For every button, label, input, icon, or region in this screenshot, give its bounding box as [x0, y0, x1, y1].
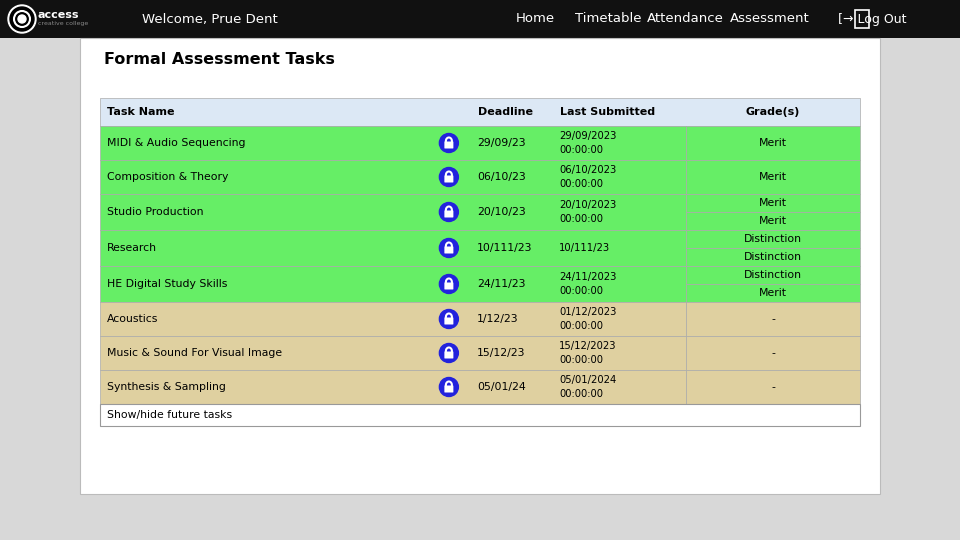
Text: -: -	[771, 382, 775, 392]
FancyBboxPatch shape	[444, 246, 453, 253]
Text: Merit: Merit	[759, 198, 787, 208]
Text: Task Name: Task Name	[107, 107, 175, 117]
Circle shape	[440, 377, 458, 396]
Text: Merit: Merit	[759, 138, 787, 148]
Text: Show/hide future tasks: Show/hide future tasks	[107, 410, 232, 420]
Text: Distinction: Distinction	[744, 252, 802, 262]
Text: 24/11/23: 24/11/23	[477, 279, 525, 289]
FancyBboxPatch shape	[444, 141, 453, 149]
Text: Merit: Merit	[759, 172, 787, 182]
Text: [→ Log Out: [→ Log Out	[838, 12, 906, 25]
Circle shape	[440, 133, 458, 152]
Text: Composition & Theory: Composition & Theory	[107, 172, 228, 182]
Text: Timetable: Timetable	[575, 12, 641, 25]
Circle shape	[440, 239, 458, 258]
Text: 06/10/23: 06/10/23	[477, 172, 526, 182]
Text: Merit: Merit	[759, 216, 787, 226]
Text: Distinction: Distinction	[744, 270, 802, 280]
Text: access: access	[38, 10, 80, 20]
Text: Assessment: Assessment	[731, 12, 810, 25]
FancyBboxPatch shape	[100, 336, 686, 370]
Text: Distinction: Distinction	[744, 234, 802, 244]
FancyBboxPatch shape	[100, 302, 686, 336]
FancyBboxPatch shape	[100, 370, 686, 404]
Text: Research: Research	[107, 243, 157, 253]
Circle shape	[440, 309, 458, 328]
Text: 10/111/23: 10/111/23	[477, 243, 533, 253]
FancyBboxPatch shape	[444, 282, 453, 289]
FancyBboxPatch shape	[100, 98, 860, 126]
Text: Last Submitted: Last Submitted	[560, 107, 655, 117]
Circle shape	[440, 167, 458, 186]
FancyBboxPatch shape	[686, 212, 860, 230]
Text: -: -	[771, 314, 775, 324]
FancyBboxPatch shape	[80, 38, 880, 494]
Circle shape	[440, 202, 458, 221]
Text: Home: Home	[516, 12, 555, 25]
Text: 29/09/2023
00:00:00: 29/09/2023 00:00:00	[559, 131, 616, 154]
Text: 06/10/2023
00:00:00: 06/10/2023 00:00:00	[559, 165, 616, 188]
Text: Merit: Merit	[759, 288, 787, 298]
Circle shape	[440, 274, 458, 294]
FancyBboxPatch shape	[686, 302, 860, 336]
FancyBboxPatch shape	[686, 284, 860, 302]
FancyBboxPatch shape	[100, 230, 686, 266]
Text: 1/12/23: 1/12/23	[477, 314, 518, 324]
Circle shape	[8, 5, 36, 33]
FancyBboxPatch shape	[686, 126, 860, 160]
FancyBboxPatch shape	[100, 266, 686, 302]
Text: Studio Production: Studio Production	[107, 207, 204, 217]
FancyBboxPatch shape	[100, 126, 686, 160]
Text: 15/12/23: 15/12/23	[477, 348, 525, 358]
Text: Attendance: Attendance	[647, 12, 724, 25]
Circle shape	[440, 343, 458, 362]
Text: MIDI & Audio Sequencing: MIDI & Audio Sequencing	[107, 138, 246, 148]
FancyBboxPatch shape	[686, 194, 860, 212]
FancyBboxPatch shape	[686, 336, 860, 370]
Text: HE Digital Study Skills: HE Digital Study Skills	[107, 279, 228, 289]
FancyBboxPatch shape	[686, 248, 860, 266]
Text: -: -	[771, 348, 775, 358]
Text: 01/12/2023
00:00:00: 01/12/2023 00:00:00	[559, 307, 616, 330]
FancyBboxPatch shape	[444, 386, 453, 393]
Text: Formal Assessment Tasks: Formal Assessment Tasks	[104, 52, 335, 68]
Text: 20/10/2023
00:00:00: 20/10/2023 00:00:00	[559, 200, 616, 224]
FancyBboxPatch shape	[100, 404, 860, 426]
FancyBboxPatch shape	[444, 211, 453, 218]
FancyBboxPatch shape	[686, 230, 860, 248]
Text: 24/11/2023
00:00:00: 24/11/2023 00:00:00	[559, 272, 616, 295]
Text: 29/09/23: 29/09/23	[477, 138, 525, 148]
FancyBboxPatch shape	[0, 0, 960, 38]
FancyBboxPatch shape	[100, 194, 686, 230]
FancyBboxPatch shape	[100, 160, 686, 194]
FancyBboxPatch shape	[444, 352, 453, 359]
FancyBboxPatch shape	[444, 176, 453, 183]
FancyBboxPatch shape	[444, 318, 453, 325]
Circle shape	[10, 7, 34, 31]
Text: 05/01/24: 05/01/24	[477, 382, 526, 392]
Text: Acoustics: Acoustics	[107, 314, 158, 324]
Text: 05/01/2024
00:00:00: 05/01/2024 00:00:00	[559, 375, 616, 399]
Circle shape	[18, 15, 26, 23]
FancyBboxPatch shape	[686, 370, 860, 404]
Text: Synthesis & Sampling: Synthesis & Sampling	[107, 382, 226, 392]
Text: 20/10/23: 20/10/23	[477, 207, 526, 217]
Text: Music & Sound For Visual Image: Music & Sound For Visual Image	[107, 348, 282, 358]
Text: 15/12/2023
00:00:00: 15/12/2023 00:00:00	[559, 341, 616, 365]
Text: creative college: creative college	[38, 21, 88, 25]
FancyBboxPatch shape	[686, 266, 860, 284]
Text: Welcome, Prue Dent: Welcome, Prue Dent	[142, 12, 277, 25]
Text: 10/111/23: 10/111/23	[559, 243, 611, 253]
FancyBboxPatch shape	[686, 160, 860, 194]
Text: Deadline: Deadline	[478, 107, 533, 117]
Text: Grade(s): Grade(s)	[746, 107, 801, 117]
